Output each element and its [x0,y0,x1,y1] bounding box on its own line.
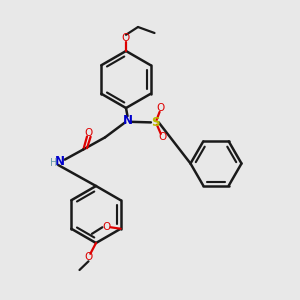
Text: N: N [122,113,133,127]
Text: H: H [50,158,57,168]
Text: N: N [54,154,64,168]
Text: O: O [102,222,110,232]
Text: S: S [151,116,160,129]
Text: O: O [122,33,130,43]
Text: O: O [85,128,93,138]
Text: O: O [158,132,166,142]
Text: O: O [84,252,93,262]
Text: O: O [156,103,165,113]
